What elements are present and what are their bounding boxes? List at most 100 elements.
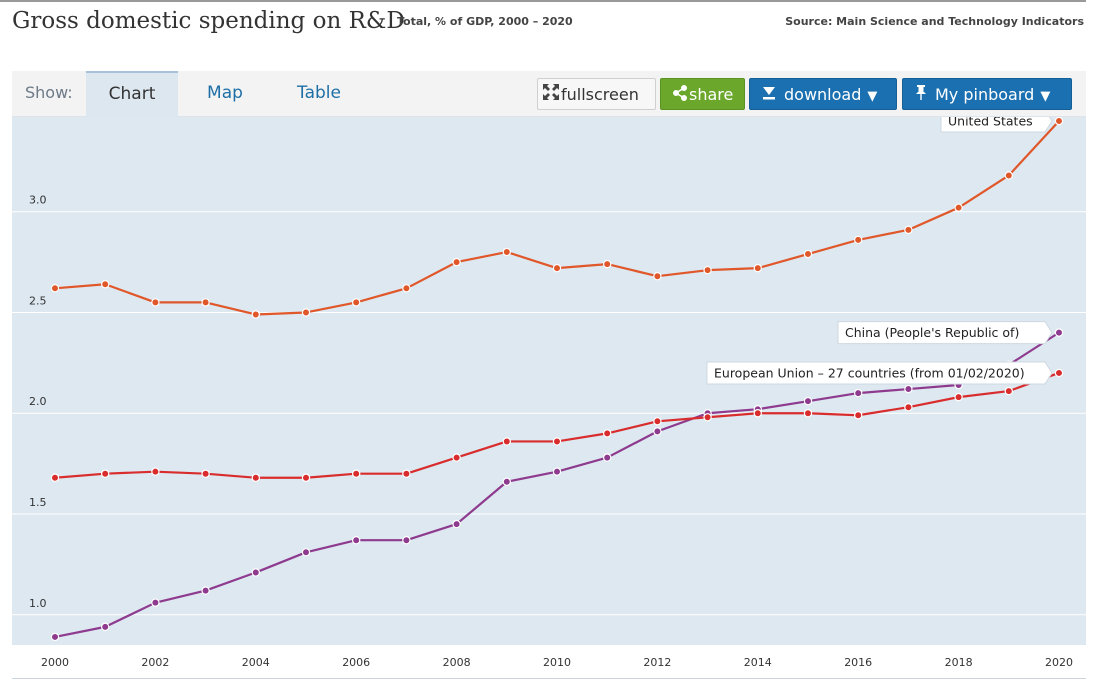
data-point-china	[100, 622, 110, 632]
y-tick-label: 3.0	[29, 194, 47, 207]
toolbar: Show: Chart Map Table fullscreen	[12, 71, 1086, 118]
data-point-us	[904, 225, 913, 235]
data-point-us	[100, 280, 110, 289]
x-tick-label: 2004	[242, 656, 270, 669]
series-label-box	[837, 321, 1053, 345]
data-point-china	[552, 467, 562, 476]
tab-table[interactable]: Table	[297, 83, 341, 103]
show-label: Show:	[25, 83, 73, 102]
data-point-eu	[151, 467, 160, 476]
data-point-eu	[552, 437, 562, 446]
data-point-china	[50, 632, 60, 642]
line-chart: 1.0 1.5 2.0 2.5 3.0 United States China (Peopl…	[12, 109, 1086, 642]
data-point-eu	[603, 429, 612, 438]
x-tick-label: 2000	[41, 656, 69, 669]
page-title: Gross domestic spending on R&D	[12, 8, 405, 34]
data-point-us	[452, 257, 461, 267]
chart-area: 1.0 1.5 2.0 2.5 3.0 United States China (Peopl…	[12, 109, 1086, 645]
series-end-label: European Union – 27 countries (from 01/0…	[714, 365, 1025, 380]
top-border	[0, 0, 1086, 2]
data-point-china	[452, 519, 461, 529]
data-point-china	[201, 586, 210, 595]
data-point-china	[603, 453, 612, 462]
series-line-us	[54, 120, 1060, 316]
x-tick-label: 2012	[643, 656, 671, 669]
data-point-china	[904, 384, 913, 394]
data-point-eu	[954, 392, 963, 402]
caret-down-icon: ▼	[867, 89, 878, 104]
download-button[interactable]: download ▼	[749, 78, 897, 110]
caret-down-icon: ▼	[1040, 89, 1051, 104]
data-point-eu	[352, 469, 361, 478]
download-label: download	[784, 85, 862, 104]
share-button[interactable]: share	[660, 78, 745, 110]
data-point-china	[151, 598, 160, 607]
series-end-label: United States	[948, 117, 1033, 129]
x-tick-label: 2008	[443, 656, 471, 669]
data-point-china	[352, 536, 361, 545]
data-point-china	[502, 477, 511, 486]
data-point-us	[502, 247, 511, 257]
x-tick-label: 2002	[141, 656, 169, 669]
x-axis: 2000 2002 2004 2006 2008 2010 2012 2014 2016 2018…	[41, 656, 1073, 669]
share-label: share	[689, 85, 734, 104]
data-point-eu	[1004, 386, 1014, 396]
download-icon	[762, 80, 776, 112]
data-point-eu	[402, 469, 411, 478]
data-point-china	[301, 548, 311, 557]
data-point-us	[402, 284, 411, 293]
y-tick-label: 1.0	[29, 597, 47, 610]
data-point-us	[251, 310, 260, 319]
pin-icon	[915, 80, 927, 112]
data-point-us	[854, 235, 863, 245]
chart-subtitle: Total, % of GDP, 2000 – 2020	[397, 15, 573, 28]
data-point-eu	[100, 469, 110, 478]
data-point-us	[603, 259, 612, 269]
data-point-eu	[251, 473, 260, 482]
series-end-label: China (People's Republic of)	[845, 325, 1019, 340]
series-label-box	[706, 361, 1053, 385]
pinboard-button[interactable]: My pinboard ▼	[902, 78, 1072, 110]
y-tick-label: 2.0	[29, 395, 47, 408]
tab-chart[interactable]: Chart	[86, 71, 178, 118]
data-point-eu	[201, 469, 210, 478]
pinboard-label: My pinboard	[935, 85, 1035, 104]
bottom-border	[12, 678, 1086, 679]
data-point-eu	[703, 413, 712, 422]
data-point-us	[653, 272, 662, 281]
data-point-eu	[1054, 368, 1064, 378]
x-tick-label: 2014	[744, 656, 772, 669]
data-point-us	[753, 263, 763, 273]
x-tick-label: 2016	[844, 656, 872, 669]
x-tick-label: 2010	[543, 656, 571, 669]
data-point-us	[954, 203, 963, 212]
share-icon	[672, 80, 688, 112]
data-point-eu	[653, 417, 662, 426]
data-point-us	[50, 284, 60, 293]
data-point-us	[1004, 171, 1014, 180]
data-point-us	[803, 249, 813, 259]
data-point-us	[301, 308, 311, 317]
data-point-china	[251, 568, 260, 577]
data-point-eu	[50, 473, 60, 482]
x-tick-label: 2018	[945, 656, 973, 669]
x-tick-label: 2006	[342, 656, 370, 669]
tab-map[interactable]: Map	[207, 83, 243, 103]
data-point-eu	[452, 453, 461, 462]
data-point-eu	[301, 473, 311, 482]
data-point-china	[653, 427, 662, 436]
data-point-eu	[854, 411, 863, 420]
data-point-us	[201, 298, 210, 307]
y-tick-label: 2.5	[29, 294, 47, 307]
x-tick-label: 2020	[1045, 656, 1073, 669]
data-point-us	[151, 298, 160, 307]
data-point-eu	[904, 402, 913, 412]
fullscreen-button[interactable]: fullscreen	[537, 78, 656, 110]
data-point-eu	[502, 437, 511, 446]
data-point-us	[552, 263, 562, 273]
data-point-china	[803, 396, 813, 406]
data-point-china	[402, 536, 411, 545]
y-tick-label: 1.5	[29, 496, 47, 509]
data-point-us	[703, 265, 712, 275]
data-point-us	[352, 298, 361, 307]
